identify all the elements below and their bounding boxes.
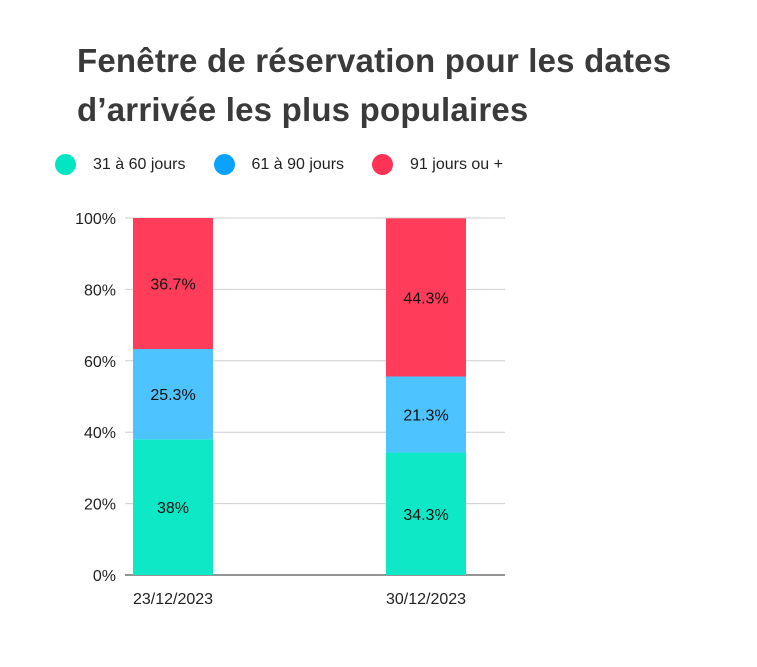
legend-item-61-90: 61 à 90 jours xyxy=(213,154,345,175)
data-label: 38% xyxy=(157,500,189,517)
y-tick-label: 80% xyxy=(84,282,116,299)
y-tick-label: 20% xyxy=(84,497,116,514)
bar-segment xyxy=(133,439,213,575)
x-tick-label: 23/12/2023 xyxy=(133,591,213,608)
legend-label-91-plus: 91 jours ou + xyxy=(410,155,503,173)
bar-segment xyxy=(386,376,466,453)
bar-segment xyxy=(386,452,466,575)
legend-dot-91-plus xyxy=(372,154,394,175)
data-label: 36.7% xyxy=(150,277,195,294)
x-tick-label: 30/12/2023 xyxy=(386,591,466,608)
data-label: 25.3% xyxy=(150,387,195,404)
y-tick-label: 0% xyxy=(93,568,116,585)
chart-title: Fenêtre de réservation pour les dates d’… xyxy=(77,42,672,128)
legend-label-61-90: 61 à 90 jours xyxy=(251,155,345,173)
data-label: 34.3% xyxy=(403,507,448,524)
y-tick-label: 60% xyxy=(84,354,116,371)
y-tick-label: 40% xyxy=(84,425,116,442)
legend-label-31-60: 31 à 60 jours xyxy=(93,155,186,173)
data-label: 21.3% xyxy=(403,408,448,425)
y-tick-label: 100% xyxy=(75,211,116,228)
legend-dot-61-90 xyxy=(213,154,235,175)
bar-segment xyxy=(386,218,466,377)
data-label: 44.3% xyxy=(403,290,448,307)
legend-dot-31-60 xyxy=(55,154,76,175)
legend: 31 à 60 jours 61 à 90 jours 91 jours ou … xyxy=(55,154,531,175)
legend-item-31-60: 31 à 60 jours xyxy=(55,154,186,175)
bar-segment xyxy=(133,349,213,440)
bar-segment xyxy=(133,218,213,350)
legend-item-91-plus: 91 jours ou + xyxy=(372,154,503,175)
